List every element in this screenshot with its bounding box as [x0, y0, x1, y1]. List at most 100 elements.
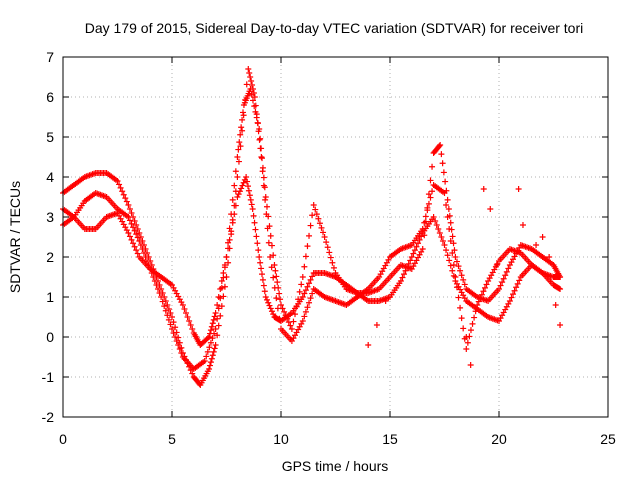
track-b-point	[267, 254, 274, 260]
track-b-point	[125, 202, 132, 208]
track-b-point	[119, 188, 126, 195]
track-c-point	[557, 274, 564, 280]
track-a-point	[506, 298, 513, 304]
track-c-point	[288, 326, 295, 332]
track-c-point	[444, 196, 451, 203]
track-a-point	[212, 310, 219, 316]
track-b-point	[116, 181, 123, 188]
track-c-point	[296, 288, 303, 295]
x-axis-title: GPS time / hours	[282, 458, 389, 474]
track-b-point	[276, 315, 283, 322]
track-b-point	[247, 74, 254, 80]
track-c-point	[446, 212, 453, 219]
track-b-point	[425, 200, 432, 207]
track-b-point	[208, 355, 215, 362]
track-a-point	[187, 322, 194, 328]
track-c-point	[225, 239, 232, 246]
extra-point	[546, 254, 553, 260]
track-b-point	[443, 202, 450, 208]
track-b-point	[306, 299, 313, 306]
track-a-point	[186, 318, 193, 324]
track-c-point	[130, 224, 137, 231]
track-c-point	[217, 295, 224, 302]
track-c-point	[301, 263, 308, 270]
track-b-point	[481, 284, 488, 291]
track-a-point	[208, 323, 215, 330]
track-c-point	[295, 296, 302, 303]
track-c-point	[176, 346, 183, 352]
track-b-point	[123, 198, 130, 205]
track-c-point	[273, 273, 280, 280]
track-b-point	[226, 245, 233, 252]
track-c-point	[236, 139, 243, 146]
track-c-point	[175, 342, 182, 348]
track-b-point	[463, 346, 470, 352]
track-c-point	[277, 296, 284, 303]
track-c-point	[453, 258, 460, 265]
x-tick-label: 20	[491, 431, 507, 447]
track-a-point	[130, 240, 137, 247]
track-c-point	[201, 358, 208, 364]
track-c-point	[259, 155, 266, 162]
track-a-point	[413, 243, 420, 250]
axis-ticks	[62, 56, 609, 418]
track-c-point	[204, 348, 211, 355]
track-a-point	[252, 226, 259, 233]
track-a-point	[306, 280, 313, 287]
plot-frame	[62, 56, 609, 418]
track-c-point	[290, 318, 297, 325]
track-b-point	[215, 322, 222, 329]
track-c-point	[275, 284, 282, 291]
track-b-point	[164, 302, 171, 308]
track-c-point	[448, 226, 455, 233]
track-b-point	[165, 306, 172, 312]
track-b-point	[169, 314, 175, 320]
track-b-point	[464, 339, 471, 346]
track-b-point	[458, 315, 465, 322]
track-a-point	[234, 194, 241, 200]
y-tick-label: 4	[46, 169, 54, 185]
track-c-point	[460, 276, 467, 283]
track-a-point	[446, 257, 453, 264]
track-b-point	[206, 366, 213, 372]
track-a-point	[214, 302, 221, 308]
track-a-point	[260, 282, 267, 289]
track-c-point	[287, 322, 294, 329]
track-c-point	[497, 282, 504, 289]
track-a-point	[247, 196, 254, 203]
track-b-point	[209, 352, 216, 359]
track-a-point	[131, 243, 138, 250]
y-axis-title: SDTVAR / TECUs	[7, 181, 23, 293]
track-b-point	[258, 154, 265, 160]
track-b-point	[170, 319, 177, 326]
track-a-point	[516, 277, 523, 284]
track-c-point	[128, 220, 135, 227]
track-c-point	[326, 249, 333, 256]
chart-title: Day 179 of 2015, Sidereal Day-to-day VTE…	[85, 20, 584, 36]
track-c-point	[274, 279, 281, 286]
track-c-point	[167, 321, 174, 328]
track-a-point	[218, 278, 225, 284]
extra-point	[515, 186, 522, 192]
track-c-point	[436, 143, 443, 150]
track-b-point	[133, 222, 140, 228]
track-c-point	[136, 238, 143, 244]
track-b-point	[167, 310, 174, 316]
track-c-point	[214, 315, 221, 322]
track-c-point	[324, 244, 331, 251]
track-c-point	[238, 124, 245, 131]
track-c-point	[126, 217, 133, 224]
track-a-point	[444, 252, 451, 259]
track-a-point	[302, 287, 309, 294]
track-c-point	[440, 169, 447, 176]
track-b-point	[239, 127, 246, 134]
extra-point	[552, 302, 559, 308]
track-b-point	[299, 318, 306, 324]
track-a-point	[265, 299, 272, 306]
data-marks	[60, 66, 564, 388]
track-c-point	[268, 242, 275, 249]
extra-point	[463, 334, 470, 340]
track-c-point	[239, 116, 246, 123]
track-c-point	[164, 312, 171, 319]
y-tick-label: -2	[42, 409, 55, 425]
